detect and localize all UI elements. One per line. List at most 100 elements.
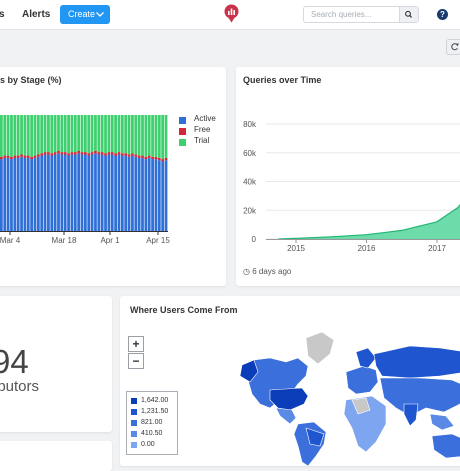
x-tick-label: 2015 xyxy=(287,244,305,253)
map-region-scandinavia xyxy=(355,347,377,369)
queries-area-chart: 80k 60k 40k 20k 0 2015 2016 2017 xyxy=(243,120,460,253)
bar-free xyxy=(47,152,50,155)
bar-active xyxy=(77,153,81,231)
bar-free xyxy=(20,154,23,157)
x-tick-label: Apr 1 xyxy=(100,236,120,245)
bar-trial xyxy=(73,115,77,153)
stage-chart-card: s by Stage (%) Mar 4 Mar 18 Apr 1 Apr 15 Ac… xyxy=(0,67,226,286)
bar-active xyxy=(30,159,33,231)
bar-active xyxy=(151,159,154,231)
bar-free xyxy=(63,152,67,155)
bar-trial xyxy=(77,115,81,151)
bar-free xyxy=(3,155,7,158)
bar-active xyxy=(67,155,70,231)
map-legend-swatch xyxy=(131,420,137,426)
map-region-india xyxy=(403,403,419,427)
bar-trial xyxy=(30,115,33,157)
bar-free xyxy=(137,155,141,158)
bar-free xyxy=(114,153,117,156)
x-tick-label: Mar 18 xyxy=(52,236,77,245)
search-box xyxy=(303,6,419,23)
bar-free xyxy=(57,150,60,154)
legend-label[interactable]: Trial xyxy=(194,136,210,145)
bar-trial xyxy=(144,115,148,157)
map-legend-item: 1,231.50 xyxy=(131,408,177,417)
bar-active xyxy=(137,157,141,231)
bar-trial xyxy=(90,115,94,153)
bar-trial xyxy=(131,115,134,154)
bar-trial xyxy=(154,115,158,157)
bar-free xyxy=(144,156,148,160)
bar-active xyxy=(154,159,158,231)
bar-free xyxy=(70,152,74,155)
search-input[interactable] xyxy=(304,7,402,22)
bar-free xyxy=(97,152,101,155)
map-region-asia xyxy=(379,377,460,417)
bar-free xyxy=(147,155,151,158)
bar-active xyxy=(20,156,23,231)
bar-trial xyxy=(10,115,13,157)
bar-free xyxy=(40,153,44,156)
bar-active xyxy=(110,154,114,231)
bar-free xyxy=(33,155,37,158)
map-legend-label: 821.00 xyxy=(141,419,163,426)
bar-free xyxy=(53,152,57,155)
bar-active xyxy=(80,154,84,231)
map-region-north-america xyxy=(241,357,309,409)
bar-free xyxy=(10,156,13,160)
app-logo[interactable] xyxy=(224,4,239,28)
legend-label[interactable]: Active xyxy=(194,114,216,123)
map-legend-label: 1,642.00 xyxy=(141,397,169,404)
bar-free xyxy=(164,157,168,161)
bar-active xyxy=(127,156,131,231)
help-icon[interactable]: ? xyxy=(437,9,448,20)
bar-free xyxy=(94,150,97,154)
bar-trial xyxy=(114,115,117,154)
map-legend: 1,642.00 1,231.50 821.00 410.50 0.00 xyxy=(126,391,178,455)
create-button[interactable]: Create xyxy=(60,5,110,24)
map-zoom-in-button[interactable]: + xyxy=(128,336,144,352)
bar-active xyxy=(53,154,57,231)
updated-footer: ◷ 6 days ago xyxy=(243,267,291,276)
bar-trial xyxy=(84,115,87,153)
bar-active xyxy=(90,154,94,231)
bar-free xyxy=(36,154,40,157)
bar-active xyxy=(87,155,91,231)
bar-free xyxy=(6,155,10,158)
queries-chart-title: Queries over Time xyxy=(243,75,322,85)
map-zoom-out-button[interactable]: − xyxy=(128,353,144,369)
bar-active xyxy=(161,161,165,231)
bar-free xyxy=(26,155,30,158)
top-navbar: s Alerts Create ? xyxy=(0,0,460,30)
search-button[interactable] xyxy=(399,7,418,22)
bar-active xyxy=(84,154,87,231)
bar-free xyxy=(154,156,158,160)
bar-active xyxy=(131,155,134,231)
bar-active xyxy=(97,154,101,231)
bar-active xyxy=(50,155,54,231)
bar-active xyxy=(36,156,40,231)
bar-active xyxy=(16,157,20,231)
bar-free xyxy=(60,152,64,155)
bar-active xyxy=(120,155,124,231)
bar-active xyxy=(26,157,30,231)
legend-label[interactable]: Free xyxy=(194,125,211,134)
bar-active xyxy=(104,155,107,231)
bar-free xyxy=(134,154,138,157)
map-legend-label: 410.50 xyxy=(141,430,163,437)
map-region-alaska xyxy=(239,359,259,383)
map-legend-item: 1,642.00 xyxy=(131,397,177,406)
map-region-mexico xyxy=(275,407,297,425)
y-tick-label: 80k xyxy=(243,120,257,129)
bar-trial xyxy=(80,115,84,153)
refresh-button[interactable] xyxy=(446,39,460,55)
map-legend-item: 821.00 xyxy=(131,419,177,428)
map-region-europe xyxy=(345,365,379,395)
bar-trial xyxy=(3,115,7,156)
bar-free xyxy=(30,156,33,160)
bar-trial xyxy=(107,115,111,153)
legend-swatch xyxy=(179,139,186,146)
bar-trial xyxy=(124,115,128,154)
nav-link-alerts[interactable]: Alerts xyxy=(22,9,51,20)
nav-link-queries[interactable]: s xyxy=(0,9,5,20)
